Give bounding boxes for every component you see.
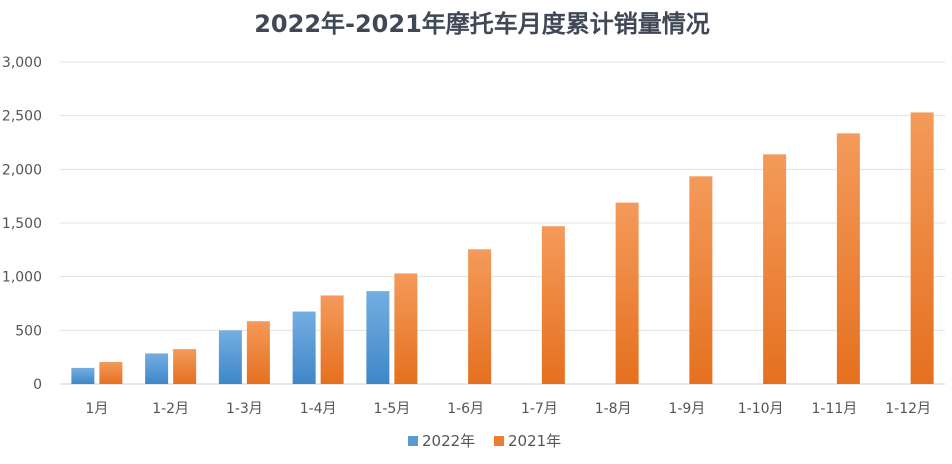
x-tick-label: 1-6月 <box>447 401 484 417</box>
bar-2021年-1-11月 <box>836 133 860 384</box>
y-tick-label: 500 <box>15 323 42 339</box>
bar-2021年-1-2月 <box>173 349 197 384</box>
bar-2021年-1-5月 <box>394 273 418 384</box>
x-tick-label: 1-10月 <box>738 401 784 417</box>
bar-2022年-1-3月 <box>218 330 242 384</box>
legend-swatch-2022 <box>408 436 418 446</box>
x-tick-label: 1-12月 <box>885 401 931 417</box>
legend-label-2021: 2021年 <box>508 432 561 450</box>
x-tick-label: 1-2月 <box>152 401 189 417</box>
y-tick-label: 1,000 <box>2 270 42 286</box>
x-tick-label: 1-8月 <box>595 401 632 417</box>
bar-2021年-1-9月 <box>689 176 713 384</box>
x-tick-label: 1-9月 <box>668 401 705 417</box>
bar-2021年-1-8月 <box>615 202 639 384</box>
legend: 2022年 2021年 <box>408 432 561 450</box>
x-tick-label: 1-11月 <box>811 401 857 417</box>
legend-label-2022: 2022年 <box>422 432 475 450</box>
bar-2022年-1-5月 <box>366 291 390 384</box>
y-tick-label: 0 <box>33 377 42 393</box>
y-axis-ticks: 0 500 1,000 1,500 2,000 2,500 3,000 <box>2 55 42 393</box>
x-tick-label: 1月 <box>85 401 108 417</box>
legend-swatch-2021 <box>494 436 504 446</box>
y-tick-label: 2,500 <box>2 109 42 125</box>
bar-2021年-1-12月 <box>910 112 934 385</box>
bar-2021年-1-4月 <box>320 295 344 384</box>
x-axis-ticks: 1月 1-2月 1-3月 1-4月 1-5月 1-6月 1-7月 1-8月 1-9月 1-10月 1… <box>85 401 931 417</box>
bar-2021年-1-6月 <box>468 249 492 384</box>
bar-2021年-1月 <box>99 361 123 384</box>
bar-2022年-1月 <box>71 367 95 384</box>
bar-2022年-1-2月 <box>145 353 169 384</box>
y-tick-label: 3,000 <box>2 55 42 71</box>
chart-title: 2022年-2021年摩托车月度累计销量情况 <box>254 10 710 38</box>
y-tick-label: 1,500 <box>2 216 42 232</box>
bar-2021年-1-10月 <box>763 154 787 384</box>
bars <box>71 112 934 385</box>
x-tick-label: 1-5月 <box>373 401 410 417</box>
x-tick-label: 1-7月 <box>521 401 558 417</box>
x-tick-label: 1-4月 <box>300 401 337 417</box>
bar-2021年-1-7月 <box>541 226 565 384</box>
gridlines <box>60 61 945 385</box>
bar-2022年-1-4月 <box>292 311 316 384</box>
x-tick-label: 1-3月 <box>226 401 263 417</box>
y-tick-label: 2,000 <box>2 162 42 178</box>
bar-2021年-1-3月 <box>246 321 270 384</box>
